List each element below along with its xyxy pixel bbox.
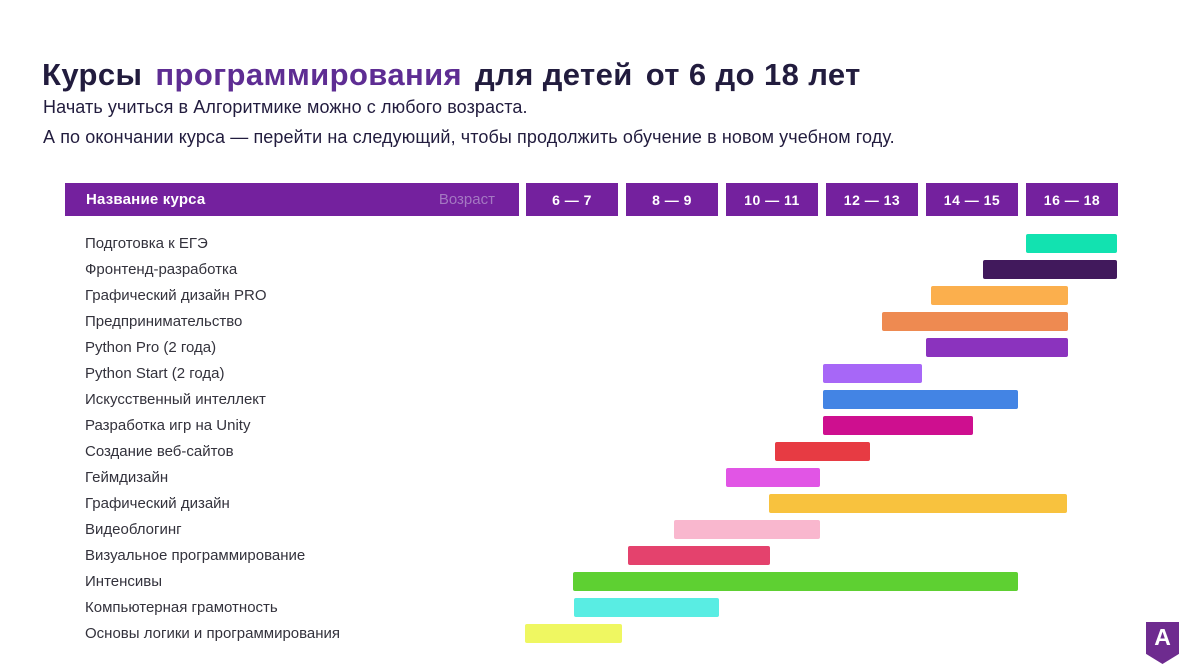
subtitle: Начать учиться в Алгоритмике можно с люб… — [43, 92, 895, 152]
course-bar — [823, 364, 922, 383]
course-label: Разработка игр на Unity — [85, 417, 251, 434]
course-bar — [931, 286, 1068, 305]
course-bar — [882, 312, 1068, 331]
age-column-header: 10 — 11 — [726, 183, 818, 216]
algoritmika-logo: A — [1146, 622, 1179, 664]
table-header-name-cell: Название курса Возраст — [65, 183, 519, 216]
course-bar — [926, 338, 1068, 357]
course-bar — [574, 598, 719, 617]
title-segment: от 6 до 18 лет — [645, 56, 861, 92]
course-label: Фронтенд-разработка — [85, 261, 238, 278]
name-header-label: Название курса — [86, 191, 206, 208]
course-label: Python Pro (2 года) — [85, 339, 217, 356]
title-segment-accent: программирования — [155, 56, 463, 92]
course-label: Графический дизайн — [85, 495, 230, 512]
age-column-header: 14 — 15 — [926, 183, 1018, 216]
course-label: Python Start (2 года) — [85, 365, 225, 382]
course-bar — [775, 442, 870, 461]
page-title: Курсы программирования для детей от 6 до 18… — [42, 57, 861, 93]
course-label: Подготовка к ЕГЭ — [85, 235, 208, 252]
course-bar — [983, 260, 1117, 279]
age-column-header: 16 — 18 — [1026, 183, 1118, 216]
age-column-header: 6 — 7 — [526, 183, 618, 216]
course-label: Создание веб-сайтов — [85, 443, 234, 460]
course-label: Основы логики и программирования — [85, 625, 341, 642]
subtitle-line-2: А по окончании курса — перейти на следую… — [43, 127, 895, 147]
course-bar — [1026, 234, 1117, 253]
course-label: Предпринимательство — [85, 313, 243, 330]
course-label: Интенсивы — [85, 573, 163, 590]
course-bar — [674, 520, 820, 539]
age-header-label: Возраст — [438, 191, 495, 208]
subtitle-line-1: Начать учиться в Алгоритмике можно с люб… — [43, 97, 528, 117]
course-label: Геймдизайн — [85, 469, 169, 486]
course-bar — [823, 390, 1018, 409]
course-bar — [573, 572, 1018, 591]
title-segment: Курсы — [42, 56, 143, 92]
course-bar — [823, 416, 973, 435]
age-column-header: 12 — 13 — [826, 183, 918, 216]
title-segment: для детей — [475, 56, 633, 92]
course-bar — [628, 546, 770, 565]
course-bar — [726, 468, 820, 487]
course-label: Визуальное программирование — [85, 547, 306, 564]
course-bar — [769, 494, 1067, 513]
course-label: Графический дизайн PRO — [85, 287, 267, 304]
course-label: Видеоблогинг — [85, 521, 182, 538]
logo-letter: A — [1154, 624, 1171, 650]
course-bar — [525, 624, 622, 643]
course-label: Компьютерная грамотность — [85, 599, 278, 616]
age-column-header: 8 — 9 — [626, 183, 718, 216]
course-label: Искусственный интеллект — [85, 391, 266, 408]
